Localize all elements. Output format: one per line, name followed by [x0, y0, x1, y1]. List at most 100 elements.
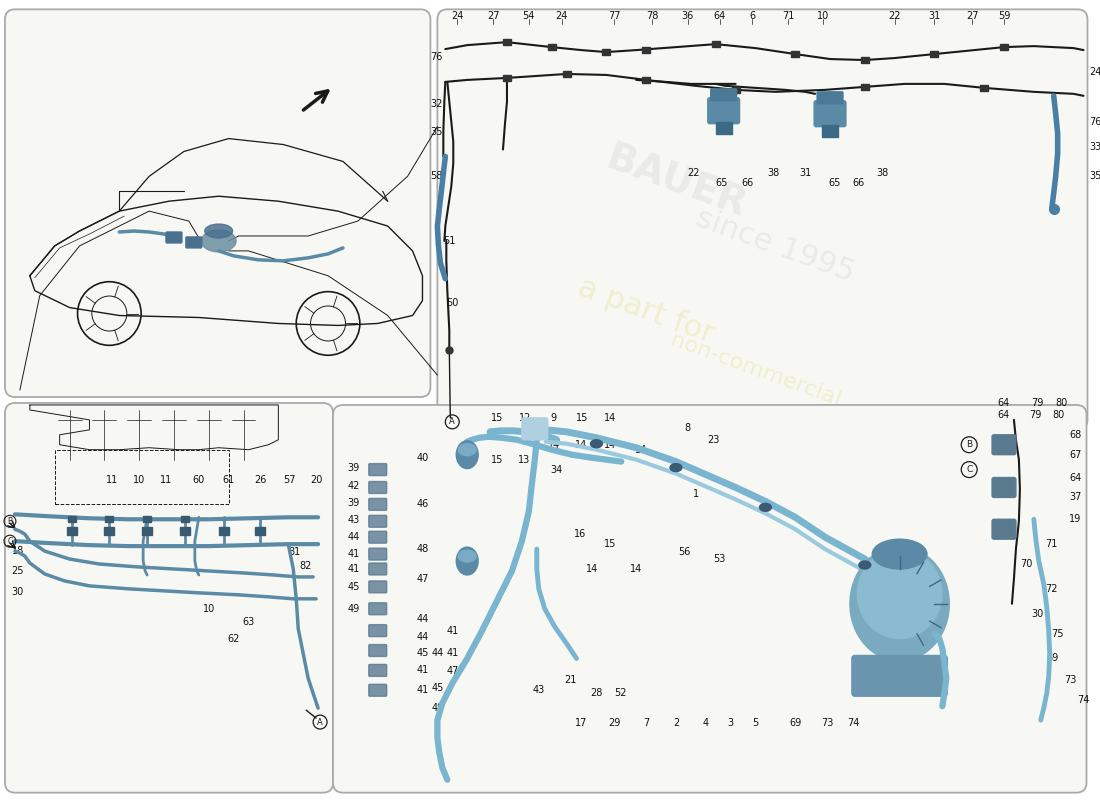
Ellipse shape — [456, 547, 478, 575]
Bar — [980, 85, 988, 91]
Text: 6: 6 — [749, 11, 756, 22]
Ellipse shape — [201, 230, 236, 252]
Text: 76: 76 — [430, 52, 442, 62]
Text: 64: 64 — [714, 11, 726, 22]
Bar — [548, 44, 556, 50]
Ellipse shape — [456, 441, 478, 469]
Text: 26: 26 — [254, 474, 266, 485]
FancyBboxPatch shape — [368, 684, 387, 696]
Text: 40: 40 — [416, 453, 429, 462]
Text: 59: 59 — [998, 11, 1010, 22]
FancyBboxPatch shape — [368, 665, 387, 676]
Ellipse shape — [872, 539, 927, 569]
Text: 33: 33 — [1089, 142, 1100, 151]
Text: 5: 5 — [752, 718, 759, 728]
Text: 21: 21 — [564, 675, 576, 686]
FancyBboxPatch shape — [521, 418, 548, 440]
Text: 47: 47 — [447, 666, 459, 676]
Bar — [106, 516, 113, 522]
Bar — [732, 87, 739, 93]
FancyBboxPatch shape — [368, 482, 387, 494]
Bar — [642, 77, 650, 83]
Ellipse shape — [850, 546, 949, 661]
Text: 39: 39 — [348, 498, 360, 508]
Text: 64: 64 — [998, 410, 1010, 420]
FancyBboxPatch shape — [166, 232, 182, 243]
FancyBboxPatch shape — [368, 563, 387, 575]
FancyBboxPatch shape — [368, 548, 387, 560]
Text: A: A — [450, 418, 455, 426]
FancyBboxPatch shape — [368, 498, 387, 510]
Text: 41: 41 — [416, 686, 429, 695]
Bar — [180, 516, 189, 522]
Text: 74: 74 — [847, 718, 859, 728]
Text: 23: 23 — [707, 434, 719, 445]
FancyBboxPatch shape — [368, 602, 387, 614]
Text: 70: 70 — [1021, 559, 1033, 569]
Bar — [503, 39, 510, 45]
Text: 14: 14 — [575, 440, 587, 450]
Text: 66: 66 — [741, 178, 754, 188]
Text: 78: 78 — [646, 11, 658, 22]
Text: 1: 1 — [693, 490, 698, 499]
Text: 38: 38 — [877, 168, 889, 178]
Text: 62: 62 — [228, 634, 240, 643]
Text: 22: 22 — [688, 168, 700, 178]
Text: 80: 80 — [1056, 398, 1068, 408]
Bar — [1000, 44, 1008, 50]
Text: since 1995: since 1995 — [692, 204, 858, 288]
Text: 64: 64 — [1069, 473, 1081, 482]
FancyBboxPatch shape — [992, 519, 1016, 539]
Text: 56: 56 — [678, 547, 690, 557]
Text: 28: 28 — [591, 688, 603, 698]
Text: 44: 44 — [416, 631, 429, 642]
Text: 71: 71 — [782, 11, 794, 22]
Text: 81: 81 — [288, 547, 300, 557]
Bar — [142, 527, 152, 535]
FancyBboxPatch shape — [711, 89, 737, 101]
Text: 41: 41 — [348, 549, 360, 559]
Text: 10: 10 — [202, 604, 215, 614]
Text: 67: 67 — [1069, 450, 1081, 460]
Bar — [861, 84, 869, 90]
Text: 58: 58 — [430, 171, 442, 182]
Ellipse shape — [859, 561, 871, 569]
Text: 82: 82 — [299, 561, 311, 571]
Ellipse shape — [591, 440, 603, 448]
FancyBboxPatch shape — [992, 478, 1016, 498]
Text: 69: 69 — [789, 718, 802, 728]
Text: 18: 18 — [12, 546, 24, 556]
Bar — [822, 125, 838, 137]
FancyBboxPatch shape — [368, 645, 387, 657]
Ellipse shape — [459, 550, 476, 562]
Text: 74: 74 — [1077, 695, 1090, 706]
Text: 4: 4 — [703, 718, 708, 728]
Text: 15: 15 — [604, 539, 616, 549]
Ellipse shape — [759, 503, 771, 511]
Bar — [503, 75, 510, 81]
Bar — [67, 516, 76, 522]
Bar — [642, 47, 650, 53]
Text: 13: 13 — [518, 454, 530, 465]
Bar — [562, 71, 571, 77]
Bar — [55, 450, 229, 504]
Text: 27: 27 — [487, 11, 499, 22]
Text: 25: 25 — [12, 566, 24, 576]
Text: 31: 31 — [928, 11, 940, 22]
Text: 50: 50 — [446, 298, 459, 307]
Text: 20: 20 — [310, 474, 322, 485]
Text: 69: 69 — [1046, 654, 1059, 663]
Text: 14: 14 — [604, 440, 616, 450]
Text: 2: 2 — [673, 718, 679, 728]
Text: 31: 31 — [799, 168, 812, 178]
Text: 63: 63 — [242, 617, 254, 626]
Text: 29: 29 — [608, 718, 620, 728]
FancyBboxPatch shape — [992, 434, 1016, 454]
Text: 14: 14 — [630, 564, 642, 574]
Text: 27: 27 — [966, 11, 978, 22]
Ellipse shape — [459, 444, 476, 456]
Text: A: A — [317, 718, 323, 726]
Text: 49: 49 — [348, 604, 360, 614]
FancyBboxPatch shape — [707, 98, 739, 124]
Text: non-commercial: non-commercial — [668, 330, 844, 410]
